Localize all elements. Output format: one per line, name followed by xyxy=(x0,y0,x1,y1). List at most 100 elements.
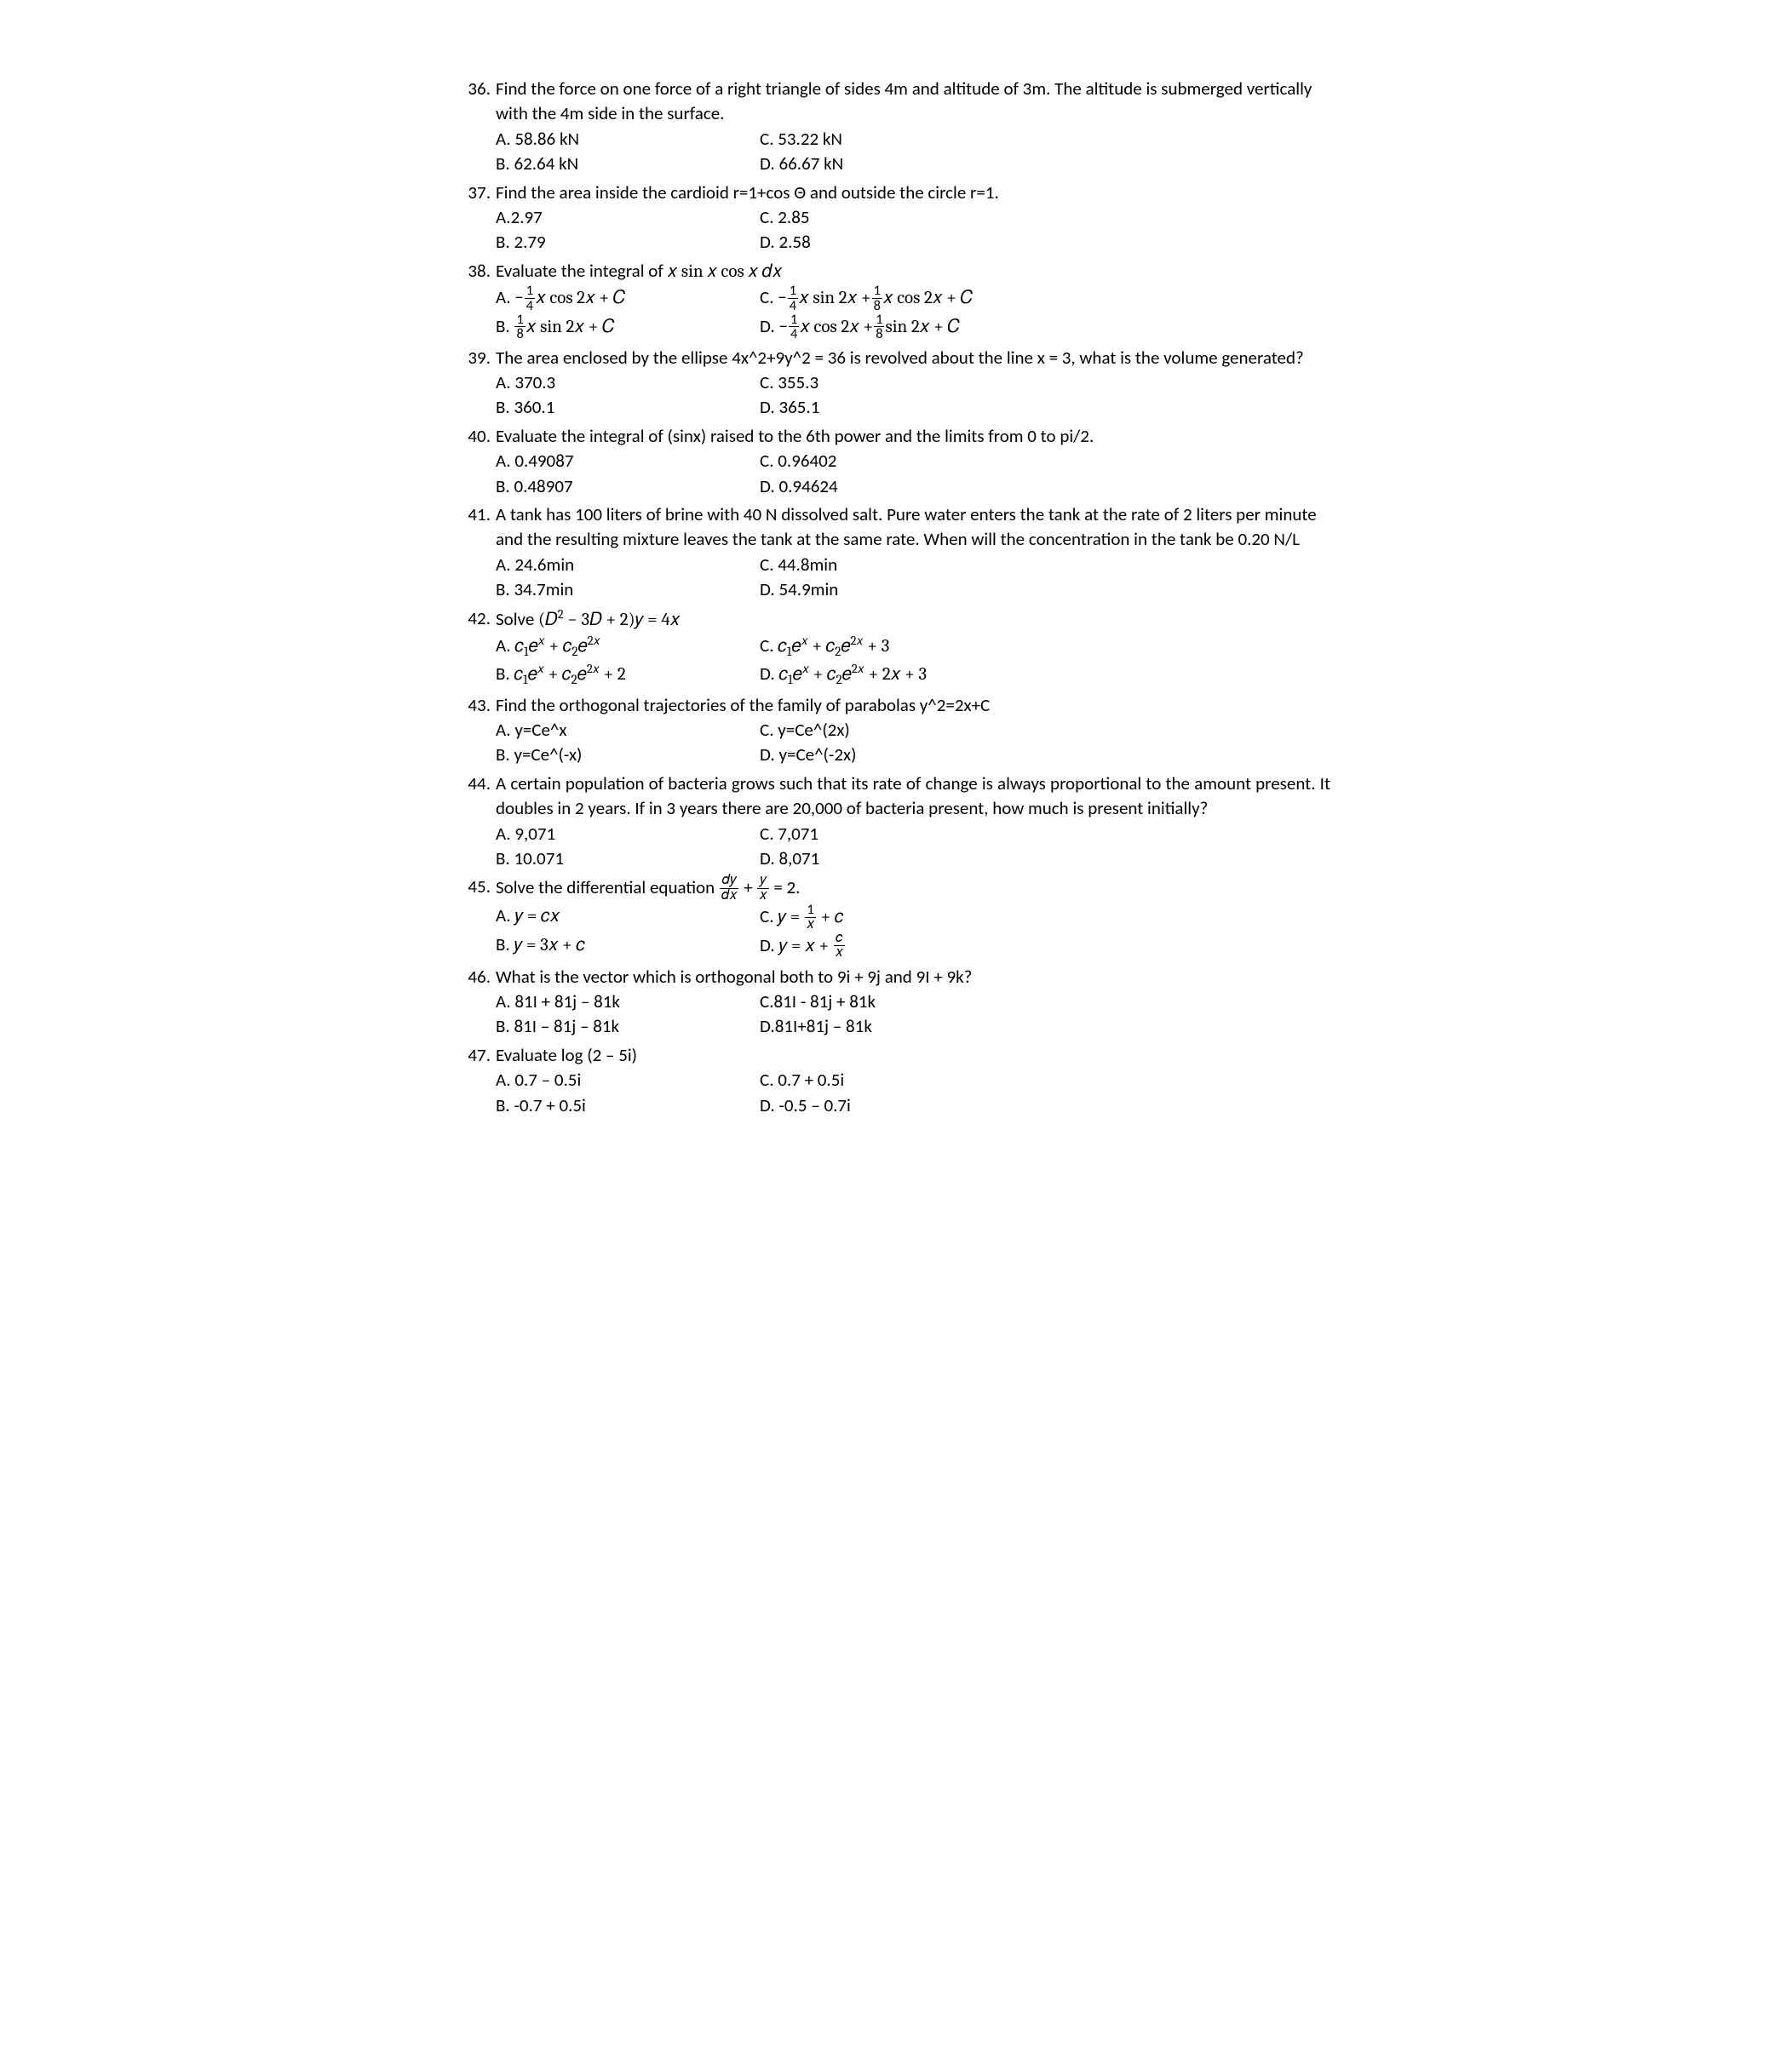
option-right: D. 8,071 xyxy=(760,846,1330,871)
option-row: A. y=Ce^xC. y=Ce^(2x) xyxy=(462,718,1330,743)
option-row: A. 81I + 81j – 81kC.81I - 81j + 81k xyxy=(462,989,1330,1014)
option-left: B. 81I – 81j – 81k xyxy=(496,1014,760,1039)
question-text: Find the force on one force of a right t… xyxy=(496,77,1330,127)
option-left: A. 24.6min xyxy=(496,553,760,577)
option-row: A. 24.6minC. 44.8min xyxy=(462,553,1330,577)
question: 36.Find the force on one force of a righ… xyxy=(462,77,1330,177)
question: 38.Evaluate the integral of 𝑥 sin 𝑥 cos … xyxy=(462,259,1330,342)
option-left: B. 360.1 xyxy=(496,395,760,420)
option-row: B. 𝑐1𝑒𝑥 + 𝑐2𝑒2𝑥 + 2D. 𝑐1𝑒𝑥 + 𝑐2𝑒2𝑥 + 2𝑥 … xyxy=(462,661,1330,689)
option-left: B. 2.79 xyxy=(496,230,760,255)
question: 40.Evaluate the integral of (sinx) raise… xyxy=(462,424,1330,499)
option-left: B. 𝑐1𝑒𝑥 + 𝑐2𝑒2𝑥 + 2 xyxy=(496,661,760,689)
option-right: C. 𝑦 = 1𝑥 + 𝑐 xyxy=(760,903,1330,932)
option-right: C. 𝑐1𝑒𝑥 + 𝑐2𝑒2𝑥 + 3 xyxy=(760,633,1330,661)
option-right: D. y=Ce^(-2x) xyxy=(760,743,1330,767)
question: 41.A tank has 100 liters of brine with 4… xyxy=(462,502,1330,603)
option-row: A.2.97C. 2.85 xyxy=(462,205,1330,230)
option-right: C. 7,071 xyxy=(760,822,1330,846)
option-right: D. 54.9min xyxy=(760,577,1330,602)
question-text: What is the vector which is orthogonal b… xyxy=(496,965,1330,989)
option-row: A. 0.7 – 0.5iC. 0.7 + 0.5i xyxy=(462,1068,1330,1093)
option-left: A. 370.3 xyxy=(496,370,760,395)
option-right: D. -0.5 – 0.7i xyxy=(760,1093,1330,1118)
option-right: C. 355.3 xyxy=(760,370,1330,395)
question-number: 45. xyxy=(462,875,496,899)
question: 46.What is the vector which is orthogona… xyxy=(462,965,1330,1040)
option-left: B. 62.64 kN xyxy=(496,152,760,176)
question: 42.Solve (𝐷2 − 3𝐷 + 2)𝑦 = 4𝑥A. 𝑐1𝑒𝑥 + 𝑐2… xyxy=(462,606,1330,690)
question-number: 46. xyxy=(462,965,496,989)
option-left: B. 18𝑥 sin 2𝑥 + 𝐶 xyxy=(496,313,760,342)
question: 39.The area enclosed by the ellipse 4x^2… xyxy=(462,346,1330,421)
question-number: 39. xyxy=(462,346,496,370)
option-left: B. y=Ce^(-x) xyxy=(496,743,760,767)
option-right: C. 53.22 kN xyxy=(760,127,1330,152)
question: 45.Solve the differential equation 𝑑𝑦𝑑𝑥 … xyxy=(462,875,1330,961)
question-text: Evaluate log (2 – 5i) xyxy=(496,1043,1330,1068)
question-text: The area enclosed by the ellipse 4x^2+9y… xyxy=(496,346,1330,370)
option-left: B. 𝑦 = 3𝑥 + 𝑐 xyxy=(496,932,760,961)
option-row: B. y=Ce^(-x)D. y=Ce^(-2x) xyxy=(462,743,1330,767)
question-text: A tank has 100 liters of brine with 40 N… xyxy=(496,502,1330,553)
question-text: Find the orthogonal trajectories of the … xyxy=(496,693,1330,718)
option-right: C.81I - 81j + 81k xyxy=(760,989,1330,1014)
question-text: A certain population of bacteria grows s… xyxy=(496,772,1330,822)
option-row: B. 18𝑥 sin 2𝑥 + 𝐶D. −14𝑥 cos 2𝑥 +18sin 2… xyxy=(462,313,1330,342)
option-row: B. 2.79D. 2.58 xyxy=(462,230,1330,255)
option-row: A. 9,071C. 7,071 xyxy=(462,822,1330,846)
option-row: A. 370.3C. 355.3 xyxy=(462,370,1330,395)
question-number: 41. xyxy=(462,502,496,527)
option-row: B. 34.7minD. 54.9min xyxy=(462,577,1330,602)
option-row: B. 81I – 81j – 81kD.81I+81j – 81k xyxy=(462,1014,1330,1039)
option-right: D. 2.58 xyxy=(760,230,1330,255)
option-row: B. 10.071D. 8,071 xyxy=(462,846,1330,871)
option-right: C. y=Ce^(2x) xyxy=(760,718,1330,743)
option-left: A. 9,071 xyxy=(496,822,760,846)
option-left: A. 0.7 – 0.5i xyxy=(496,1068,760,1093)
option-right: D. 365.1 xyxy=(760,395,1330,420)
question: 44.A certain population of bacteria grow… xyxy=(462,772,1330,872)
option-left: A. 𝑐1𝑒𝑥 + 𝑐2𝑒2𝑥 xyxy=(496,633,760,661)
option-row: A. −14𝑥 cos 2𝑥 + 𝐶C. −14𝑥 sin 2𝑥 +18𝑥 co… xyxy=(462,284,1330,313)
option-left: B. 10.071 xyxy=(496,846,760,871)
question: 37.Find the area inside the cardioid r=1… xyxy=(462,181,1330,255)
option-row: B. 0.48907D. 0.94624 xyxy=(462,474,1330,499)
question-number: 44. xyxy=(462,772,496,796)
option-left: A. −14𝑥 cos 2𝑥 + 𝐶 xyxy=(496,284,760,313)
option-right: D.81I+81j – 81k xyxy=(760,1014,1330,1039)
option-left: A.2.97 xyxy=(496,205,760,230)
question-number: 38. xyxy=(462,259,496,284)
option-row: A. 𝑦 = 𝑐𝑥C. 𝑦 = 1𝑥 + 𝑐 xyxy=(462,903,1330,932)
option-right: D. 𝑦 = 𝑥 + 𝑐𝑥 xyxy=(760,932,1330,961)
question-text: Find the area inside the cardioid r=1+co… xyxy=(496,181,1330,205)
question-number: 37. xyxy=(462,181,496,205)
question-text: Solve (𝐷2 − 3𝐷 + 2)𝑦 = 4𝑥 xyxy=(496,606,1330,633)
option-left: A. 58.86 kN xyxy=(496,127,760,152)
question-text: Solve the differential equation 𝑑𝑦𝑑𝑥 + 𝑦… xyxy=(496,875,1330,903)
option-row: B. 360.1D. 365.1 xyxy=(462,395,1330,420)
option-row: A. 58.86 kNC. 53.22 kN xyxy=(462,127,1330,152)
option-left: A. y=Ce^x xyxy=(496,718,760,743)
option-right: C. 2.85 xyxy=(760,205,1330,230)
question-number: 42. xyxy=(462,606,496,631)
option-right: D. −14𝑥 cos 2𝑥 +18sin 2𝑥 + 𝐶 xyxy=(760,313,1330,342)
question-number: 43. xyxy=(462,693,496,718)
question-text: Evaluate the integral of (sinx) raised t… xyxy=(496,424,1330,449)
option-right: C. −14𝑥 sin 2𝑥 +18𝑥 cos 2𝑥 + 𝐶 xyxy=(760,284,1330,313)
option-right: D. 0.94624 xyxy=(760,474,1330,499)
option-right: D. 𝑐1𝑒𝑥 + 𝑐2𝑒2𝑥 + 2𝑥 + 3 xyxy=(760,661,1330,689)
option-row: A. 0.49087C. 0.96402 xyxy=(462,449,1330,473)
question-number: 36. xyxy=(462,77,496,101)
option-left: A. 81I + 81j – 81k xyxy=(496,989,760,1014)
option-left: A. 𝑦 = 𝑐𝑥 xyxy=(496,903,760,932)
question-number: 47. xyxy=(462,1043,496,1068)
option-left: B. -0.7 + 0.5i xyxy=(496,1093,760,1118)
question: 47.Evaluate log (2 – 5i)A. 0.7 – 0.5iC. … xyxy=(462,1043,1330,1118)
option-left: A. 0.49087 xyxy=(496,449,760,473)
option-right: C. 0.96402 xyxy=(760,449,1330,473)
option-right: C. 44.8min xyxy=(760,553,1330,577)
option-left: B. 34.7min xyxy=(496,577,760,602)
option-row: B. 62.64 kND. 66.67 kN xyxy=(462,152,1330,176)
question-number: 40. xyxy=(462,424,496,449)
